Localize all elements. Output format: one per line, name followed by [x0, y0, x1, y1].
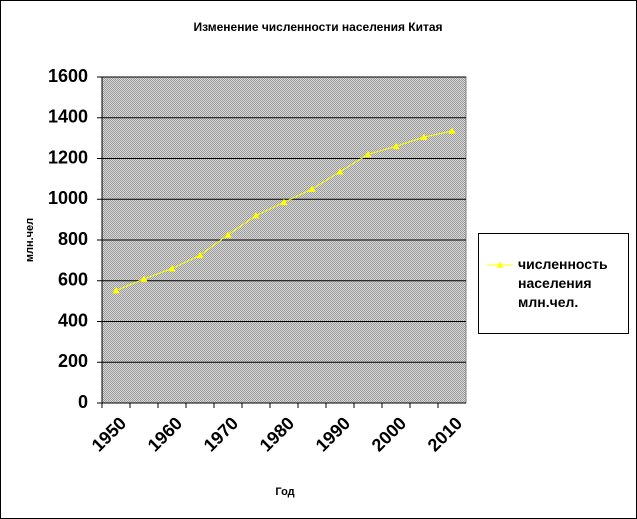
- y-tick-label: 600: [58, 270, 88, 290]
- marker: [168, 265, 176, 272]
- legend-label: численность населения млн.чел.: [518, 256, 608, 310]
- y-tick-label: 400: [58, 310, 88, 330]
- marker: [420, 133, 428, 140]
- marker: [308, 185, 316, 192]
- y-tick-label: 800: [58, 229, 88, 249]
- y-tick-label: 1600: [48, 66, 88, 86]
- y-tick-label: 1000: [48, 188, 88, 208]
- marker: [364, 150, 372, 158]
- marker: [448, 127, 456, 134]
- y-tick-label: 1200: [48, 147, 88, 167]
- chart-title: Изменение численности населения Китая: [193, 20, 442, 34]
- marker: [140, 275, 148, 282]
- marker: [392, 142, 400, 150]
- legend-box: [478, 233, 629, 334]
- y-tick-label: 200: [58, 351, 88, 371]
- y-tick-label: 0: [78, 392, 88, 412]
- marker: [252, 212, 260, 219]
- y-tick-label: 1400: [48, 107, 88, 127]
- legend-marker: [496, 261, 504, 268]
- marker: [112, 287, 120, 294]
- marker: [336, 168, 344, 175]
- marker: [280, 198, 288, 206]
- marker: [224, 231, 232, 238]
- y-axis-label: млн.чел: [24, 218, 36, 262]
- marker: [196, 251, 204, 259]
- x-axis-label: Год: [275, 486, 294, 498]
